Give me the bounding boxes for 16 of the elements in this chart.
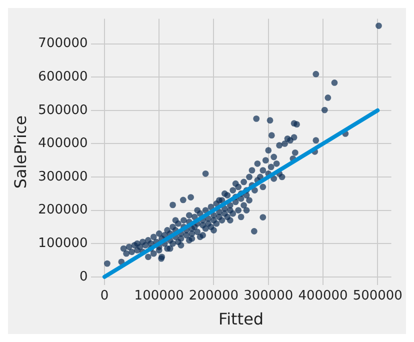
y-tick-label: 400000 <box>38 136 88 152</box>
y-tick-label: 500000 <box>38 102 88 118</box>
y-axis-title: SalePrice <box>10 115 30 189</box>
x-tick-label: 0 <box>100 288 109 304</box>
y-tick-label: 600000 <box>38 69 88 84</box>
y-tick-label: 300000 <box>38 169 88 184</box>
x-tick-label: 200000 <box>188 288 239 304</box>
x-axis-title: Fitted <box>218 310 264 329</box>
y-tick-label: 700000 <box>38 36 88 52</box>
y-tick-label: 0 <box>80 269 88 284</box>
y-tick-label: 200000 <box>38 202 88 218</box>
x-tick-label: 400000 <box>298 288 348 304</box>
x-tick-label: 100000 <box>134 288 184 304</box>
y-tick-label: 100000 <box>38 236 88 251</box>
x-tick-label: 500000 <box>352 288 402 304</box>
x-tick-label: 300000 <box>244 288 294 304</box>
